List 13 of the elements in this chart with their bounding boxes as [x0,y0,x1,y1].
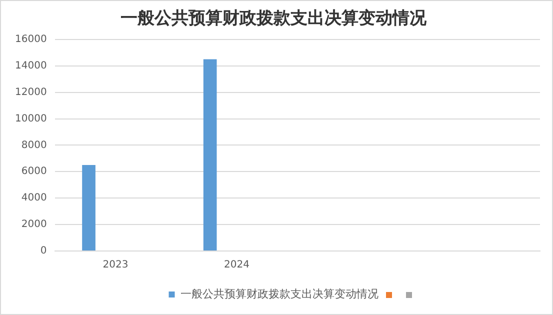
chart-title: 一般公共预算财政拨款支出决算变动情况 [120,8,428,29]
y-tick-label: 12000 [15,86,47,98]
y-tick-label: 6000 [21,166,47,178]
y-tick-label: 14000 [15,60,47,72]
x-tick-label: 2023 [102,260,128,271]
y-tick-label: 10000 [15,113,47,124]
y-tick-label: 16000 [15,34,47,45]
y-tick-label: 8000 [21,140,47,151]
y-tick-label: 0 [40,246,47,257]
y-tick-label: 4000 [21,192,47,204]
legend-label: 一般公共预算财政拨款支出决算变动情况 [180,287,378,300]
x-tick-label: 2024 [224,260,250,271]
y-tick-label: 2000 [21,219,47,230]
